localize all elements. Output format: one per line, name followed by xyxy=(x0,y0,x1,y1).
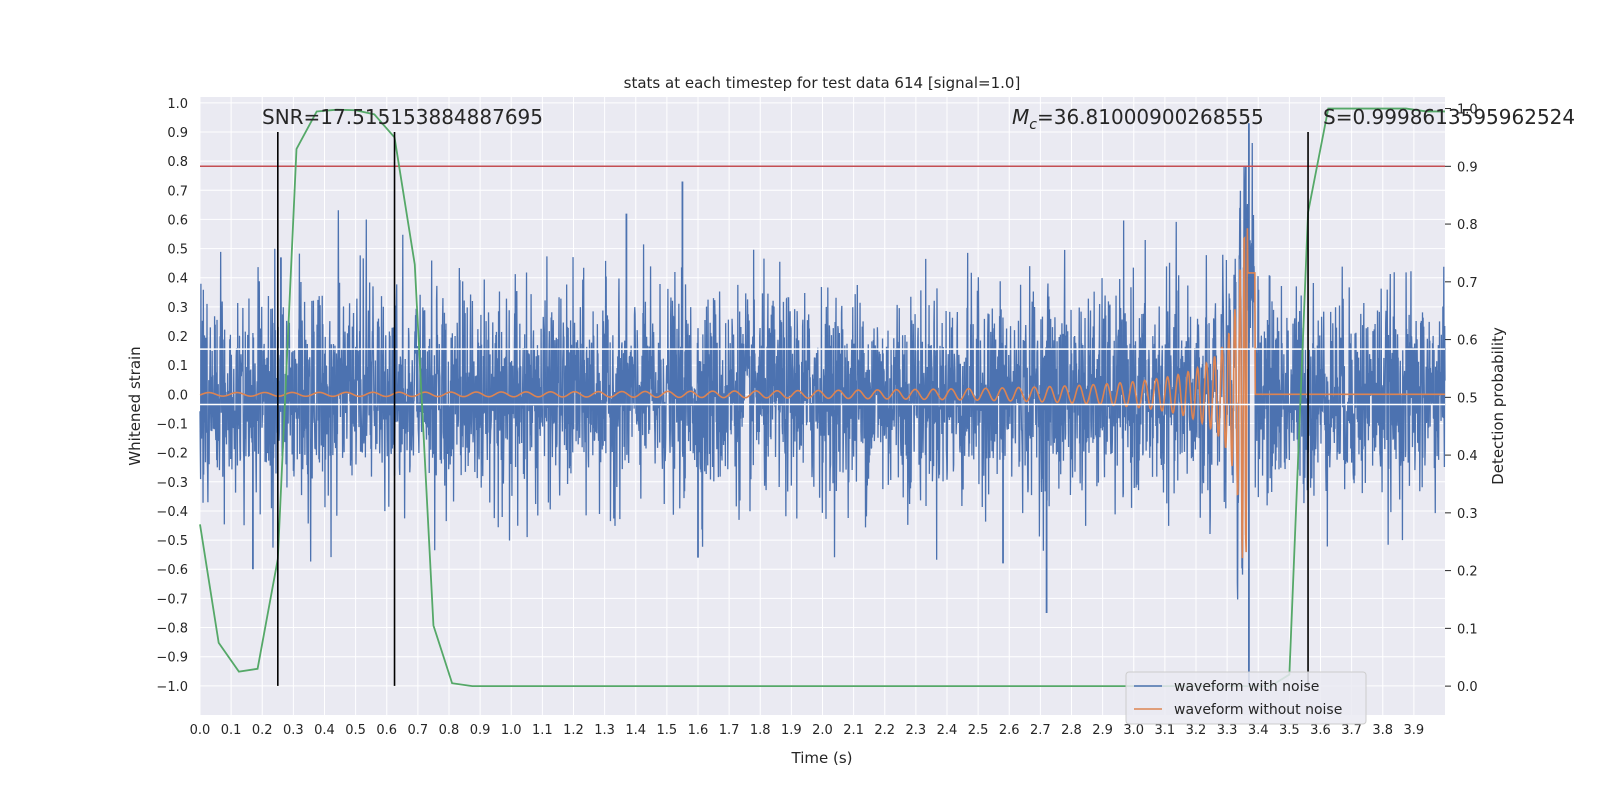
x-tick-label: 3.8 xyxy=(1372,723,1393,738)
x-tick-label: 3.3 xyxy=(1217,723,1238,738)
y2-tick-label: 0.7 xyxy=(1457,276,1478,291)
x-tick-label: 0.4 xyxy=(314,723,335,738)
y-tick-label: 0.9 xyxy=(167,126,188,141)
y-tick-label: −0.1 xyxy=(156,417,188,432)
annotation-chirp-mass-subscript: c xyxy=(1029,117,1037,133)
x-tick-label: 3.0 xyxy=(1123,723,1144,738)
y-tick-label: 0.6 xyxy=(167,213,188,228)
y-tick-label: 0.8 xyxy=(167,155,188,170)
annotation-chirp-mass: Mc=36.81000900268555 xyxy=(1012,105,1264,133)
y-tick-label: −1.0 xyxy=(156,680,188,695)
x-tick-label: 2.7 xyxy=(1030,723,1051,738)
x-tick-label: 0.3 xyxy=(283,723,304,738)
y-tick-label: −0.7 xyxy=(156,592,188,607)
x-tick-label: 0.0 xyxy=(190,723,211,738)
x-tick-label: 1.8 xyxy=(750,723,771,738)
x-tick-label: 2.3 xyxy=(906,723,927,738)
x-tick-label: 3.6 xyxy=(1310,723,1331,738)
x-tick-label: 3.5 xyxy=(1279,723,1300,738)
y-tick-label: −0.9 xyxy=(156,651,188,666)
series-waveform-without-noise xyxy=(199,228,1445,559)
y-tick-label: −0.4 xyxy=(156,505,188,520)
x-tick-label: 2.9 xyxy=(1092,723,1113,738)
y-tick-label: 0.1 xyxy=(167,359,188,374)
x-tick-label: 1.6 xyxy=(688,723,709,738)
y-tick-label: 0.4 xyxy=(167,272,188,287)
y-tick-label: 0.0 xyxy=(167,388,188,403)
x-tick-label: 1.0 xyxy=(501,723,522,738)
y2-tick-label: 0.6 xyxy=(1457,334,1478,349)
y-tick-label: 0.5 xyxy=(167,243,188,258)
x-tick-label: 2.0 xyxy=(812,723,833,738)
y2-tick-label: 0.9 xyxy=(1457,160,1478,175)
x-tick-label: 0.8 xyxy=(439,723,460,738)
x-tick-label: 1.5 xyxy=(657,723,678,738)
x-tick-label: 1.1 xyxy=(532,723,553,738)
y2-tick-label: 0.8 xyxy=(1457,218,1478,233)
annotation-snr: SNR=17.515153884887695 xyxy=(262,105,543,129)
waveform-without-noise-line xyxy=(199,228,1445,559)
legend-label-waveform-with-noise: waveform with noise xyxy=(1174,679,1319,695)
x-tick-label: 2.8 xyxy=(1061,723,1082,738)
x-tick-label: 2.1 xyxy=(843,723,864,738)
y2-tick-label: 0.5 xyxy=(1457,391,1478,406)
annotation-chirp-mass-symbol: M xyxy=(1012,105,1029,129)
x-tick-label: 0.5 xyxy=(345,723,366,738)
legend-label-waveform-without-noise: waveform without noise xyxy=(1174,702,1342,718)
y2-tick-label: 0.3 xyxy=(1457,507,1478,522)
series-detection-probability xyxy=(199,107,1445,688)
y-tick-label: −0.8 xyxy=(156,622,188,637)
y2-tick-label: 0.1 xyxy=(1457,622,1478,637)
y-tick-label: −0.2 xyxy=(156,447,188,462)
detection-probability-line xyxy=(199,107,1445,688)
y2-tick-label: 0.0 xyxy=(1457,680,1478,695)
y-tick-label: 0.2 xyxy=(167,330,188,345)
y-tick-label: −0.6 xyxy=(156,563,188,578)
x-tick-label: 2.5 xyxy=(968,723,989,738)
x-tick-label: 2.4 xyxy=(937,723,958,738)
y-tick-label: 1.0 xyxy=(167,97,188,112)
x-tick-label: 3.4 xyxy=(1248,723,1269,738)
y-tick-labels: 1.0 0.9 0.8 0.7 0.6 0.5 0.4 0.3 0.2 0.1 0.0 −0.1 −0.… xyxy=(156,97,188,695)
x-tick-label: 0.6 xyxy=(376,723,397,738)
x-tick-label: 3.7 xyxy=(1341,723,1362,738)
band-lines xyxy=(200,348,1445,406)
y-tick-label: 0.7 xyxy=(167,184,188,199)
x-tick-label: 2.6 xyxy=(999,723,1020,738)
annotation-s: S=0.9998613595962524 xyxy=(1323,105,1575,129)
x-tick-label: 1.7 xyxy=(719,723,740,738)
x-tick-label: 1.2 xyxy=(563,723,584,738)
y2-tick-label: 0.4 xyxy=(1457,449,1478,464)
y-tick-label: −0.5 xyxy=(156,534,188,549)
y2-tick-label: 0.2 xyxy=(1457,565,1478,580)
annotation-chirp-mass-value: =36.81000900268555 xyxy=(1037,105,1264,129)
y-tick-label: −0.3 xyxy=(156,476,188,491)
x-tick-label: 1.3 xyxy=(594,723,615,738)
x-tick-label: 0.7 xyxy=(408,723,429,738)
y2-tick-label: 1.0 xyxy=(1457,103,1478,118)
x-tick-label: 0.1 xyxy=(221,723,242,738)
x-tick-label: 0.9 xyxy=(470,723,491,738)
chart-title: stats at each timestep for test data 614… xyxy=(624,74,1021,92)
x-tick-label: 3.2 xyxy=(1186,723,1207,738)
x-tick-label: 1.4 xyxy=(625,723,646,738)
x-tick-label: 2.2 xyxy=(874,723,895,738)
x-tick-label: 0.2 xyxy=(252,723,273,738)
y2-axis-label: Detection probability xyxy=(1489,327,1507,485)
x-axis-label: Time (s) xyxy=(791,749,853,767)
y2-tick-labels: 1.0 0.9 0.8 0.7 0.6 0.5 0.4 0.3 0.2 0.1 0.0 xyxy=(1445,103,1478,695)
y-axis-label: Whitened strain xyxy=(126,346,144,465)
legend-box xyxy=(1125,671,1367,725)
x-tick-label: 3.9 xyxy=(1404,723,1425,738)
vertical-markers xyxy=(277,131,1309,686)
x-tick-label: 3.1 xyxy=(1155,723,1176,738)
legend: waveform with noise waveform without noi… xyxy=(1125,671,1367,725)
x-tick-labels: 0.0 0.1 0.2 0.3 0.4 0.5 0.6 0.7 0.8 0.9 1.0 1.1 1.2 1… xyxy=(190,723,1425,738)
y-tick-label: 0.3 xyxy=(167,301,188,316)
x-tick-label: 1.9 xyxy=(781,723,802,738)
